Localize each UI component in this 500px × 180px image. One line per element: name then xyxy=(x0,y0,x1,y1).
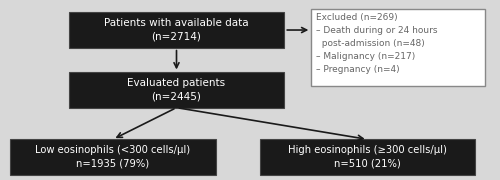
Text: High eosinophils (≥300 cells/µl)
n=510 (21%): High eosinophils (≥300 cells/µl) n=510 (… xyxy=(288,145,447,169)
FancyBboxPatch shape xyxy=(68,12,284,48)
FancyBboxPatch shape xyxy=(260,139,476,175)
FancyBboxPatch shape xyxy=(10,139,216,175)
FancyBboxPatch shape xyxy=(68,72,284,108)
Text: Low eosinophils (<300 cells/µl)
n=1935 (79%): Low eosinophils (<300 cells/µl) n=1935 (… xyxy=(35,145,190,169)
Text: Excluded (n=269)
– Death during or 24 hours
  post-admission (n=48)
– Malignancy: Excluded (n=269) – Death during or 24 ho… xyxy=(316,13,438,74)
FancyBboxPatch shape xyxy=(311,9,485,86)
Text: Evaluated patients
(n=2445): Evaluated patients (n=2445) xyxy=(128,78,226,102)
Text: Patients with available data
(n=2714): Patients with available data (n=2714) xyxy=(104,18,249,42)
